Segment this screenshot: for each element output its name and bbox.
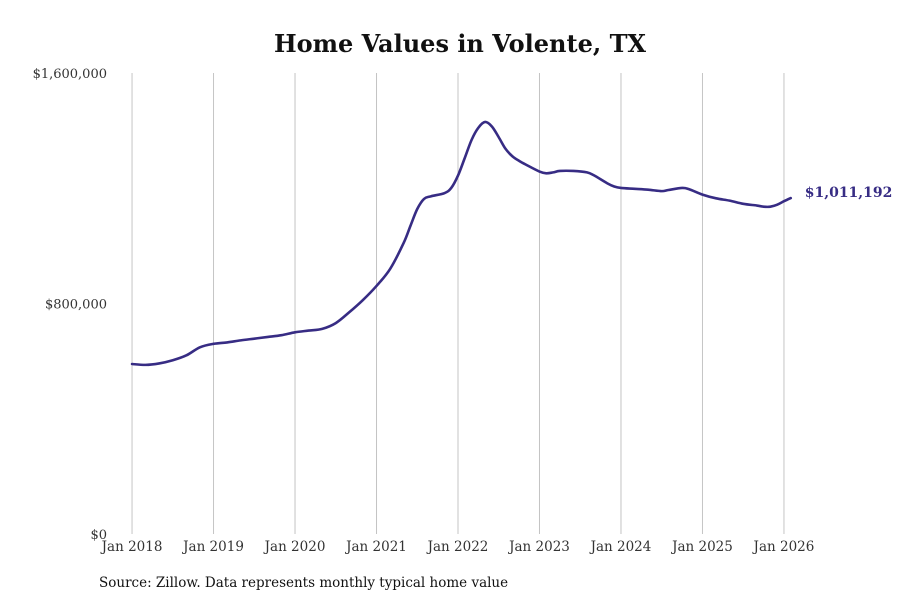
- gridlines: [131, 73, 785, 534]
- y-tick-label: $800,000: [45, 298, 107, 313]
- x-tick-label: Jan 2025: [670, 539, 733, 555]
- y-tick-label: $1,600,000: [33, 67, 107, 82]
- source-note: Source: Zillow. Data represents monthly …: [99, 575, 508, 591]
- x-tick-label: Jan 2019: [181, 539, 244, 555]
- x-tick-label: Jan 2018: [100, 539, 163, 555]
- y-axis-ticks: $0 $800,000 $1,600,000: [33, 67, 107, 543]
- x-tick-label: Jan 2022: [426, 539, 489, 555]
- y-tick-label: $0: [90, 528, 107, 543]
- series-line-0: [130, 120, 793, 367]
- x-tick-label: Jan 2023: [507, 539, 570, 555]
- x-tick-label: Jan 2021: [344, 539, 407, 555]
- series-end-value-label: $1,011,192: [805, 185, 893, 201]
- x-tick-label: Jan 2026: [752, 539, 815, 555]
- x-tick-label: Jan 2024: [589, 539, 652, 555]
- x-tick-label: Jan 2020: [263, 539, 326, 555]
- x-axis-ticks: Jan 2018 Jan 2019 Jan 2020 Jan 2021 Jan 2022…: [100, 539, 815, 555]
- chart-title: Home Values in Volente, TX: [274, 29, 646, 58]
- series-layer: $1,011,192: [130, 120, 893, 367]
